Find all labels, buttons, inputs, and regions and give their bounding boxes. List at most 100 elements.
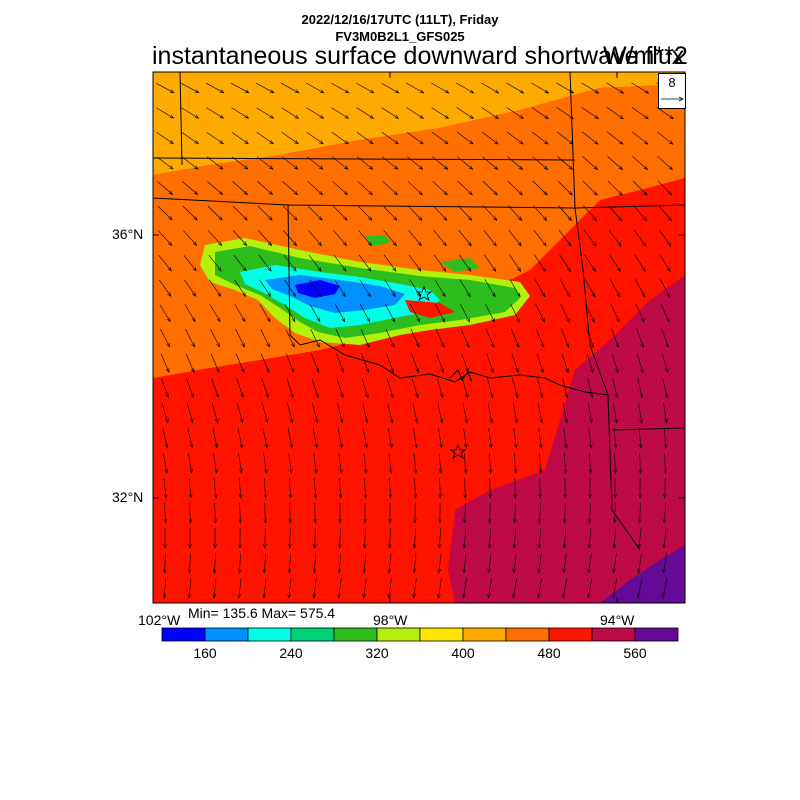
- wind-vector: [188, 478, 192, 498]
- wind-vector-head: [317, 241, 322, 247]
- wind-vector: [385, 328, 395, 348]
- wind-vector: [562, 403, 568, 423]
- wind-vector: [207, 181, 223, 195]
- wind-vector: [557, 180, 573, 196]
- wind-vector: [481, 107, 499, 119]
- wind-vector-head: [237, 569, 242, 574]
- wind-vector-head: [291, 342, 295, 348]
- wind-vector: [308, 254, 322, 272]
- wind-vector: [485, 328, 495, 348]
- wind-vector-head: [213, 519, 218, 524]
- wind-vector: [384, 279, 396, 297]
- wind-vector-head: [466, 292, 471, 298]
- wind-vector: [356, 82, 374, 94]
- wind-vector: [613, 553, 617, 573]
- colorbar-label: 240: [279, 645, 303, 661]
- wind-vector: [213, 577, 217, 599]
- wind-vector: [488, 452, 492, 474]
- wind-vector: [406, 82, 424, 94]
- wind-vector: [607, 180, 623, 196]
- wind-vector: [463, 428, 467, 448]
- wind-vector-head: [617, 216, 623, 222]
- wind-vector-head: [667, 242, 672, 247]
- wind-vector-head: [615, 343, 619, 349]
- wind-vector-head: [614, 418, 618, 424]
- wind-vector: [634, 254, 646, 272]
- wind-vector-head: [518, 165, 524, 170]
- wind-vector: [332, 181, 348, 195]
- wind-vector-head: [589, 418, 593, 424]
- wind-vector-head: [638, 444, 643, 449]
- wind-vector: [581, 131, 599, 145]
- wind-vector-head: [542, 216, 548, 221]
- wind-vector: [586, 353, 594, 373]
- wind-vector: [364, 477, 366, 499]
- wind-vector-head: [612, 519, 617, 524]
- wind-vector-head: [438, 519, 442, 524]
- wind-vector: [313, 453, 317, 473]
- wind-vector: [662, 378, 668, 398]
- wind-vector-head: [464, 418, 469, 424]
- wind-vector: [485, 303, 495, 323]
- wind-vector-head: [315, 368, 320, 374]
- wind-vector: [536, 353, 544, 373]
- wind-vector: [181, 83, 199, 93]
- wind-vector-head: [314, 469, 318, 474]
- wind-vector: [339, 477, 341, 499]
- wind-vector: [409, 279, 421, 297]
- wind-vector-head: [566, 292, 571, 298]
- wind-vector-head: [215, 368, 220, 373]
- wind-vector: [432, 205, 448, 221]
- wind-vector: [308, 230, 322, 246]
- wind-vector-head: [568, 191, 573, 196]
- wind-vector-head: [640, 368, 644, 374]
- wind-vector-head: [169, 114, 175, 119]
- wind-vector-head: [438, 494, 443, 499]
- wind-vector-head: [463, 519, 467, 524]
- wind-vector-head: [389, 443, 393, 449]
- wind-vector: [284, 304, 296, 322]
- wind-vector-head: [666, 267, 671, 273]
- wind-vector-head: [337, 544, 342, 549]
- wind-vector: [506, 82, 524, 94]
- wind-vector: [186, 403, 194, 423]
- wind-vector: [585, 303, 595, 323]
- wind-vector: [307, 205, 323, 221]
- wind-vector: [332, 156, 348, 170]
- wind-vector: [484, 254, 496, 272]
- wind-vector-head: [465, 343, 470, 348]
- wind-vector-head: [442, 267, 447, 272]
- wind-vector-head: [564, 393, 569, 399]
- wind-vector: [284, 279, 296, 297]
- wind-vector-head: [418, 165, 424, 170]
- wind-vector: [357, 205, 373, 221]
- wind-vector: [357, 156, 373, 170]
- wind-vector-head: [367, 241, 372, 247]
- wind-vector-head: [643, 165, 649, 171]
- wind-vector: [381, 82, 399, 94]
- wind-vector: [156, 156, 174, 170]
- wind-vector: [381, 107, 399, 119]
- wind-vector: [664, 452, 666, 474]
- wind-vector-head: [393, 216, 398, 221]
- wind-vector: [383, 254, 397, 272]
- wind-vector: [188, 453, 192, 473]
- wind-vector-head: [391, 292, 396, 298]
- wind-vector: [539, 452, 541, 474]
- wind-vector-head: [414, 443, 418, 449]
- wind-vector: [482, 205, 498, 221]
- wind-vector: [207, 205, 223, 221]
- wind-vector: [513, 452, 517, 474]
- wind-vector-head: [519, 89, 525, 94]
- wind-vector-head: [238, 544, 242, 549]
- wind-vector-head: [613, 444, 618, 449]
- wind-vector-head: [542, 267, 547, 272]
- wind-vector: [289, 527, 291, 549]
- wind-vector-head: [366, 317, 371, 323]
- wind-vector: [638, 403, 642, 423]
- wind-vector-head: [665, 368, 669, 374]
- wind-vector: [457, 156, 473, 170]
- wind-vector-head: [238, 494, 243, 499]
- wind-vector-head: [618, 140, 624, 145]
